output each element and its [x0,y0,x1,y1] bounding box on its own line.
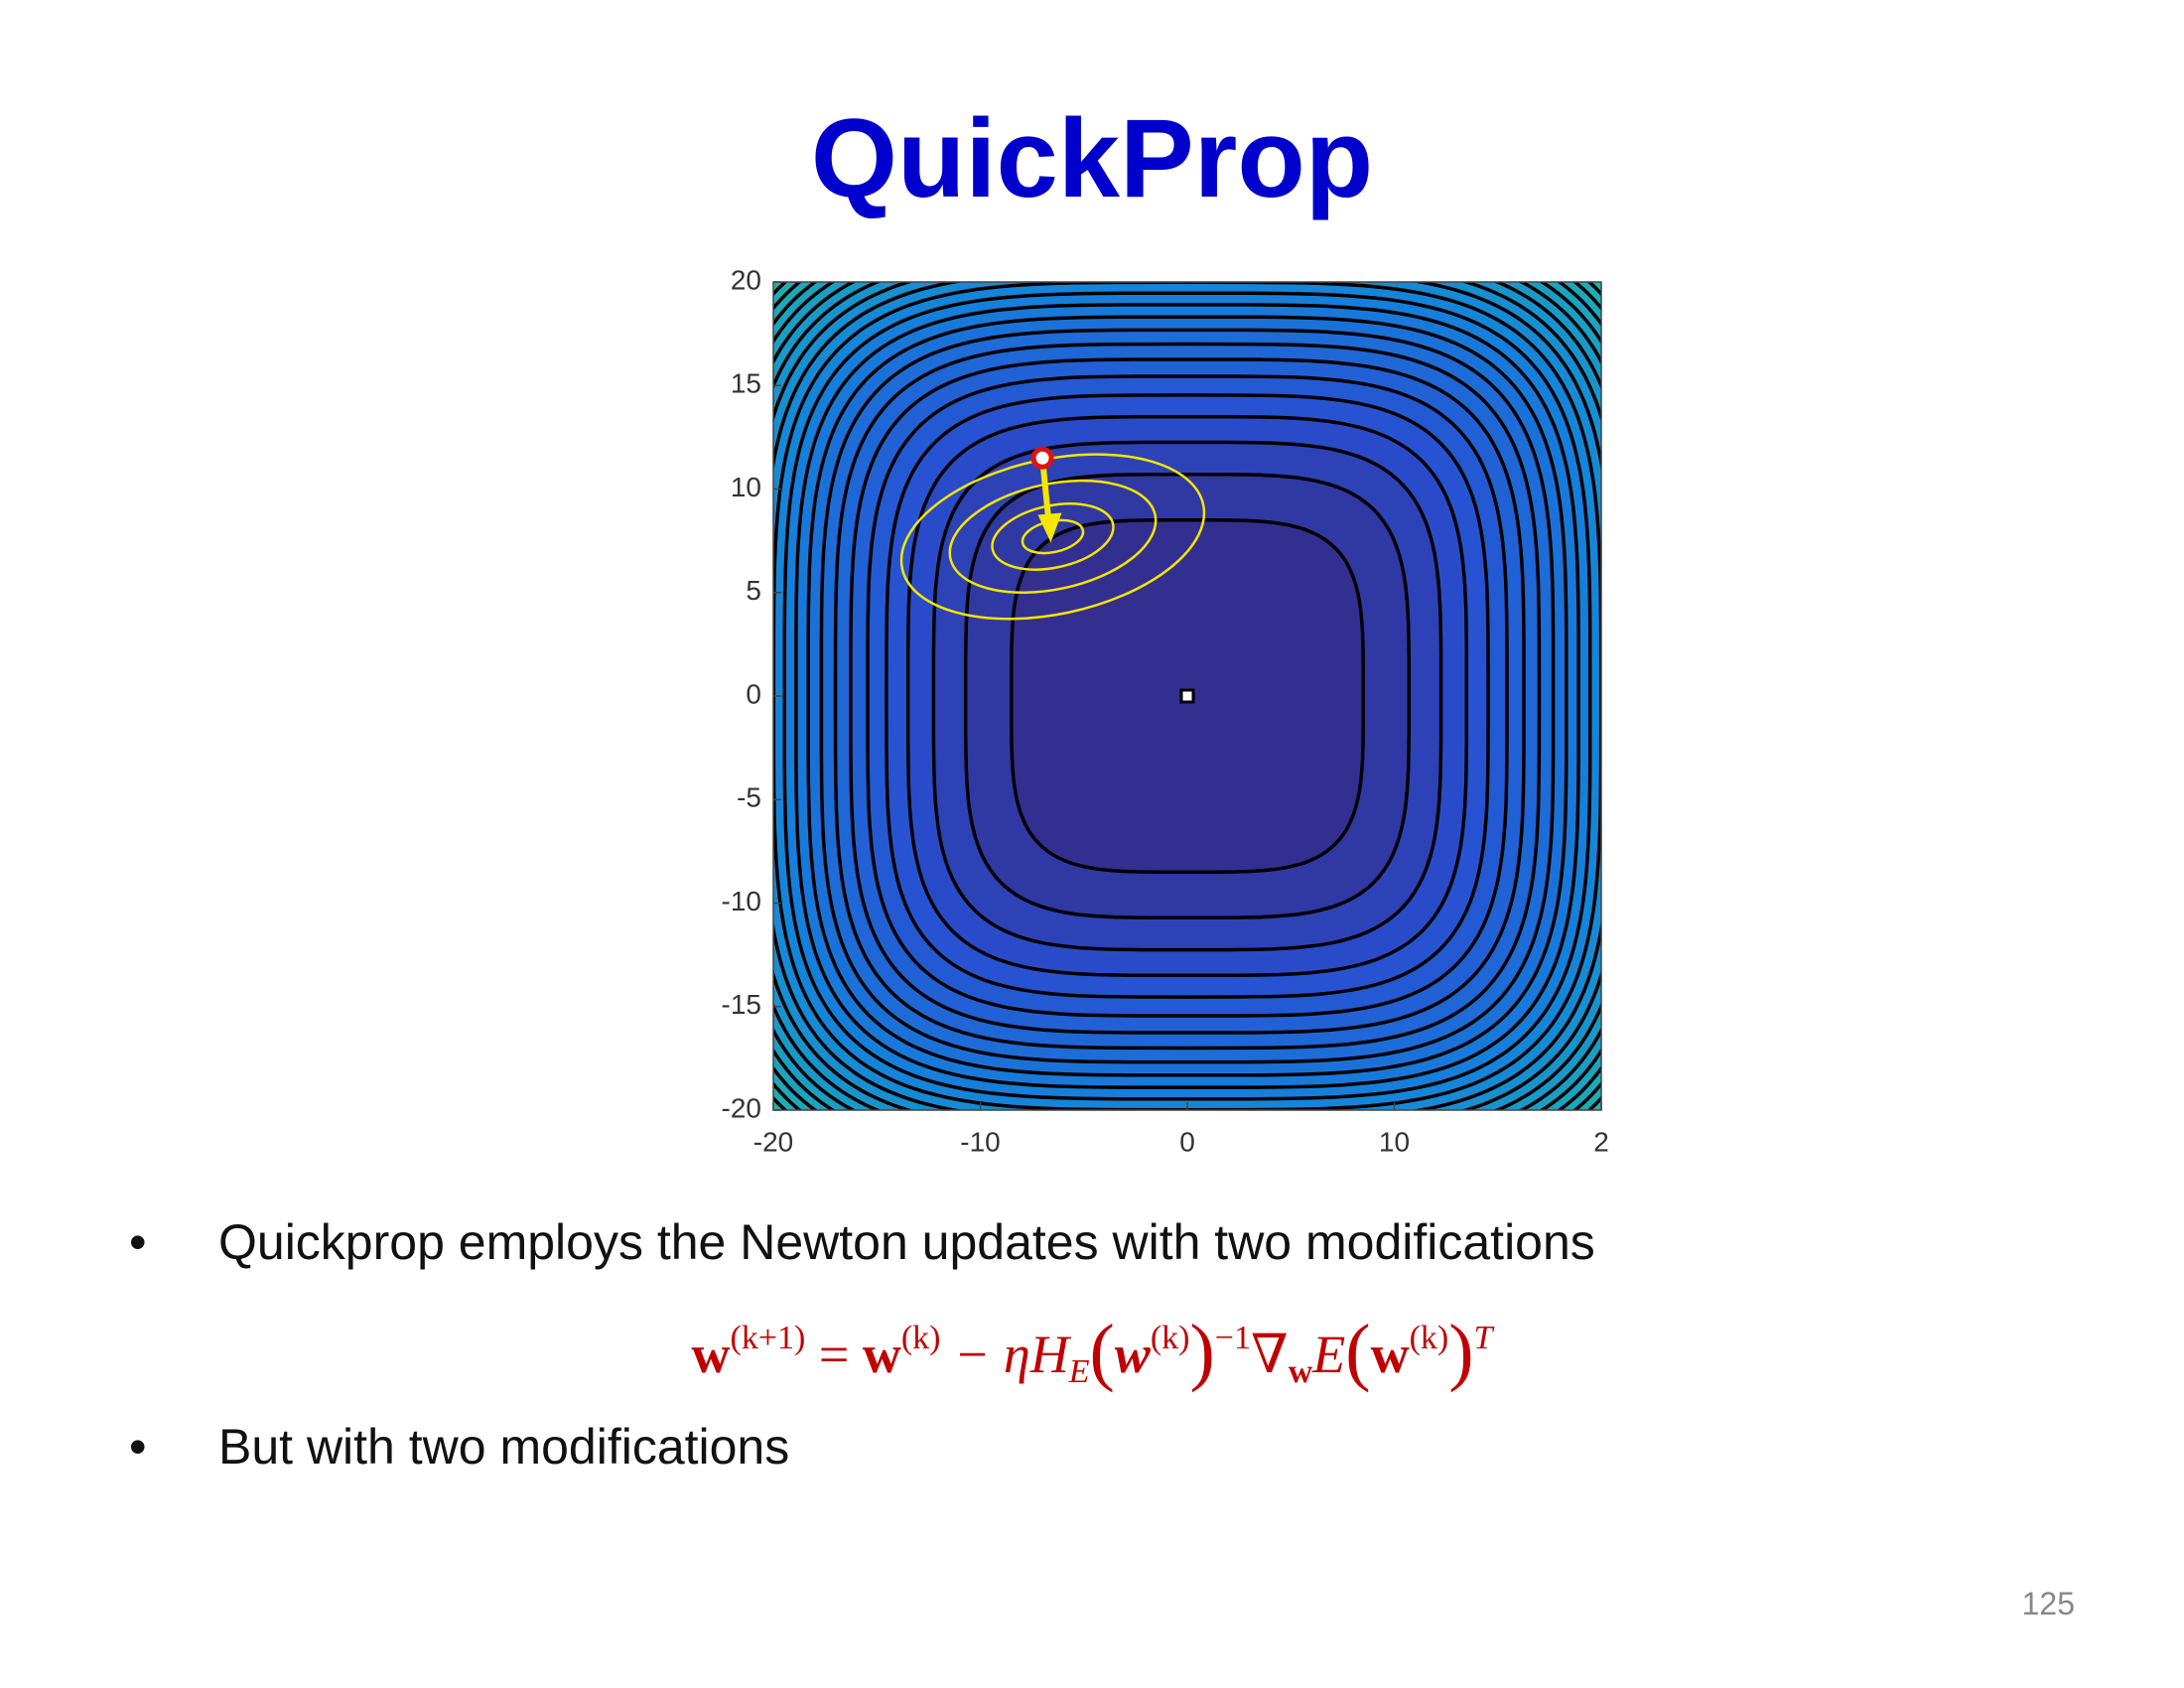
formula-part: E [1068,1353,1090,1390]
formula-part: w [862,1325,901,1384]
formula-part: ( [1089,1310,1115,1393]
page-number: 125 [2021,1586,2075,1621]
formula-part: w [1114,1325,1151,1384]
x-tick-label: -20 [753,1126,793,1157]
formula-part: (k) [1409,1320,1449,1356]
x-tick-label: 10 [1379,1126,1410,1157]
formula-part: E [1312,1325,1346,1384]
y-tick-label: -20 [722,1092,761,1123]
bullet-text: Quickprop employs the Newton updates wit… [218,1214,1595,1270]
formula-part: T [1473,1320,1493,1356]
formula-part: (k) [1150,1320,1190,1356]
formula-part: (k+1) [730,1320,806,1356]
local-quadratic [948,479,1158,595]
y-tick-label: 5 [746,575,761,606]
formula-part: − ηH [940,1325,1069,1384]
bullet-text: But with two modifications [218,1419,790,1475]
formula-part: w [691,1325,731,1384]
y-tick-label: 0 [746,678,761,709]
formula-part: ) [1189,1310,1215,1393]
x-tick-label: 2 [1593,1126,1609,1157]
x-tick-label: 0 [1179,1126,1195,1157]
y-tick-label: -5 [737,782,761,813]
formula-part: ∇ [1250,1325,1289,1384]
y-tick-label: -15 [722,989,761,1020]
arrow-head [1037,512,1062,543]
formula-part: = [805,1325,863,1384]
y-tick-label: -10 [722,886,761,916]
formula-part: −1 [1214,1320,1251,1356]
annotations [899,446,1206,704]
bullet-item: • But with two modifications [129,1419,790,1475]
y-tick-label: 15 [731,368,761,399]
formula-part: (k) [900,1320,941,1356]
formula-part: w [1370,1325,1410,1384]
y-tick-label: 10 [731,472,761,502]
y-tick-label: 20 [731,264,761,295]
formula-part: ( [1345,1310,1371,1393]
formula-part: w [1288,1353,1313,1390]
x-tick-label: -10 [960,1126,1000,1157]
bullet-item: • Quickprop employs the Newton updates wi… [129,1214,1595,1270]
axes: 20 15 10 5 0 -5 -10 -15 -20-20 -10 0 10 2 [722,264,1609,1157]
current-point [1030,446,1054,470]
minimum-point [1179,688,1195,704]
slide-title: QuickProp [810,96,1374,220]
formula: w(k+1) = w(k) − ηHE(w(k))−1∇wE(w(k))T [0,1309,2184,1395]
formula-part: ) [1448,1310,1474,1393]
